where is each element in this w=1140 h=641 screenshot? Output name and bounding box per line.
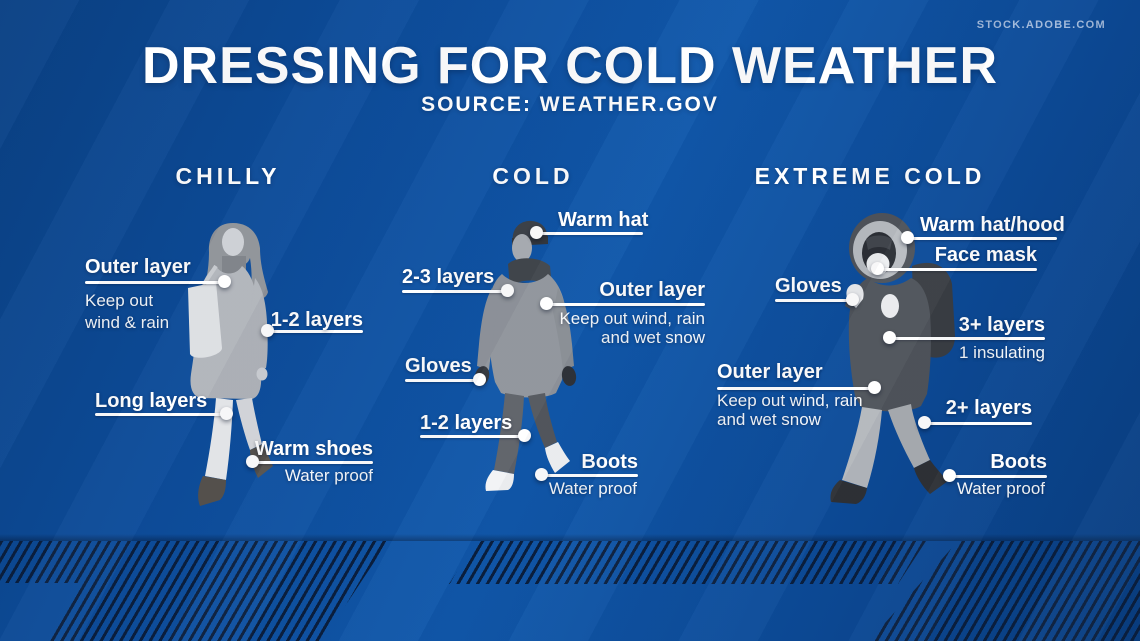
callout-dot: [261, 324, 274, 337]
callout-line: [775, 299, 853, 302]
callout-label-boots: Boots: [581, 451, 638, 473]
callout-dot: [871, 262, 884, 275]
callout-dot: [540, 297, 553, 310]
hand: [256, 367, 268, 381]
callout-label-2-plus-layers: 2+ layers: [945, 397, 1032, 419]
coat-right-arm: [553, 288, 574, 370]
callout-label-gloves: Gloves: [405, 355, 472, 377]
callout-dot: [220, 407, 233, 420]
callout-line: [878, 268, 1037, 271]
callout-line: [547, 303, 705, 306]
callout-dot: [518, 429, 531, 442]
callout-line: [717, 387, 875, 390]
callout-sub-line: Water proof: [548, 479, 637, 498]
callout-sub-line: Keep out wind, rain: [717, 391, 863, 410]
bag: [188, 282, 222, 358]
callout-line: [908, 237, 1057, 240]
right-glove: [561, 366, 577, 386]
callout-line: [95, 413, 227, 416]
front-boot: [485, 470, 514, 491]
front-boot: [830, 480, 867, 504]
callout-sub-line: and wet snow: [717, 410, 821, 429]
callout-line: [420, 435, 525, 438]
callout-label-gloves: Gloves: [775, 275, 842, 297]
parka: [848, 278, 931, 412]
callout-dot: [901, 231, 914, 244]
callout-sub: Keep out wind, rain and wet snow: [543, 309, 705, 347]
front-pant-leg: [842, 407, 882, 488]
callout-dot: [868, 381, 881, 394]
callout-line: [537, 232, 643, 235]
callout-label-long-layers: Long layers: [95, 390, 208, 412]
front-boot: [198, 476, 226, 506]
callout-dot: [473, 373, 486, 386]
front-pant-leg: [494, 393, 524, 474]
face: [222, 228, 244, 256]
face: [512, 234, 532, 262]
page-subtitle: SOURCE: WEATHER.GOV: [421, 93, 719, 116]
figure-cold-man-illustration: [474, 220, 577, 491]
figure-extreme-cold-man-illustration: [830, 213, 955, 504]
back-leg: [236, 398, 262, 450]
back-pant-leg: [528, 393, 557, 448]
callout-line: [402, 290, 508, 293]
callout-sub-line: wind & rain: [85, 313, 170, 332]
callout-label-outer-layer: Outer layer: [85, 256, 191, 278]
hat-under-hood: [866, 235, 892, 250]
right-glove: [881, 294, 899, 318]
callout-line: [925, 422, 1032, 425]
callout-line: [405, 379, 480, 382]
back-pant-leg: [888, 404, 930, 468]
callout-line: [85, 281, 225, 284]
callout-sub-line: Water proof: [284, 466, 373, 485]
callout-label-face-mask: Face mask: [934, 244, 1037, 266]
callout-label-outer-layer: Outer layer: [717, 361, 823, 383]
callout-sub-line: Keep out wind, rain: [559, 309, 705, 328]
callout-line: [950, 475, 1047, 478]
column-heading-chilly: CHILLY: [175, 163, 281, 189]
column-heading-cold: COLD: [492, 163, 574, 189]
callout-dot: [530, 226, 543, 239]
coat-left-arm: [477, 288, 497, 370]
callout-label-3-plus-layers: 3+ layers: [958, 314, 1045, 336]
back-boot: [545, 442, 570, 473]
callout-line: [542, 474, 638, 477]
callout-dot: [218, 275, 231, 288]
callout-sub-line: and wet snow: [601, 328, 705, 347]
callout-line: [253, 461, 373, 464]
callout-label-warm-hat: Warm hat: [558, 209, 649, 231]
coat-arm: [250, 278, 268, 372]
callout-sub-line: 1 insulating: [958, 343, 1045, 362]
callout-label-1-2-layers: 1-2 layers: [420, 412, 513, 434]
callout-sub-line: Water proof: [956, 479, 1045, 498]
callout-dot: [846, 293, 859, 306]
bottom-decorative-band: [0, 534, 1140, 641]
callout-dot: [246, 455, 259, 468]
callout-sub: Keep out wind & rain: [85, 290, 169, 334]
callout-label-outer-layer: Outer layer: [599, 279, 705, 301]
callout-dot: [883, 331, 896, 344]
callout-label-1-2-layers: 1-2 layers: [270, 309, 363, 331]
column-heading-extreme-cold: EXTREME COLD: [754, 163, 986, 189]
callout-label-warm-hat-hood: Warm hat/hood: [920, 214, 1065, 236]
stock-adobe-watermark: STOCK.ADOBE.COM: [976, 19, 1106, 31]
callout-line: [890, 337, 1045, 340]
page-title: DRESSING FOR COLD WEATHER: [141, 37, 999, 95]
callout-sub-line: Keep out: [85, 291, 154, 310]
callout-sub: Keep out wind, rain and wet snow: [717, 391, 863, 429]
callout-line: [268, 330, 363, 333]
callout-dot: [535, 468, 548, 481]
diagonal-stripe-pattern: [449, 541, 926, 584]
back-boot: [914, 460, 948, 494]
callout-dot: [501, 284, 514, 297]
callout-dot: [943, 469, 956, 482]
callout-label-warm-shoes: Warm shoes: [254, 438, 373, 460]
callout-label-boots: Boots: [990, 451, 1047, 473]
callout-label-2-3-layers: 2-3 layers: [402, 266, 495, 288]
callout-dot: [918, 416, 931, 429]
